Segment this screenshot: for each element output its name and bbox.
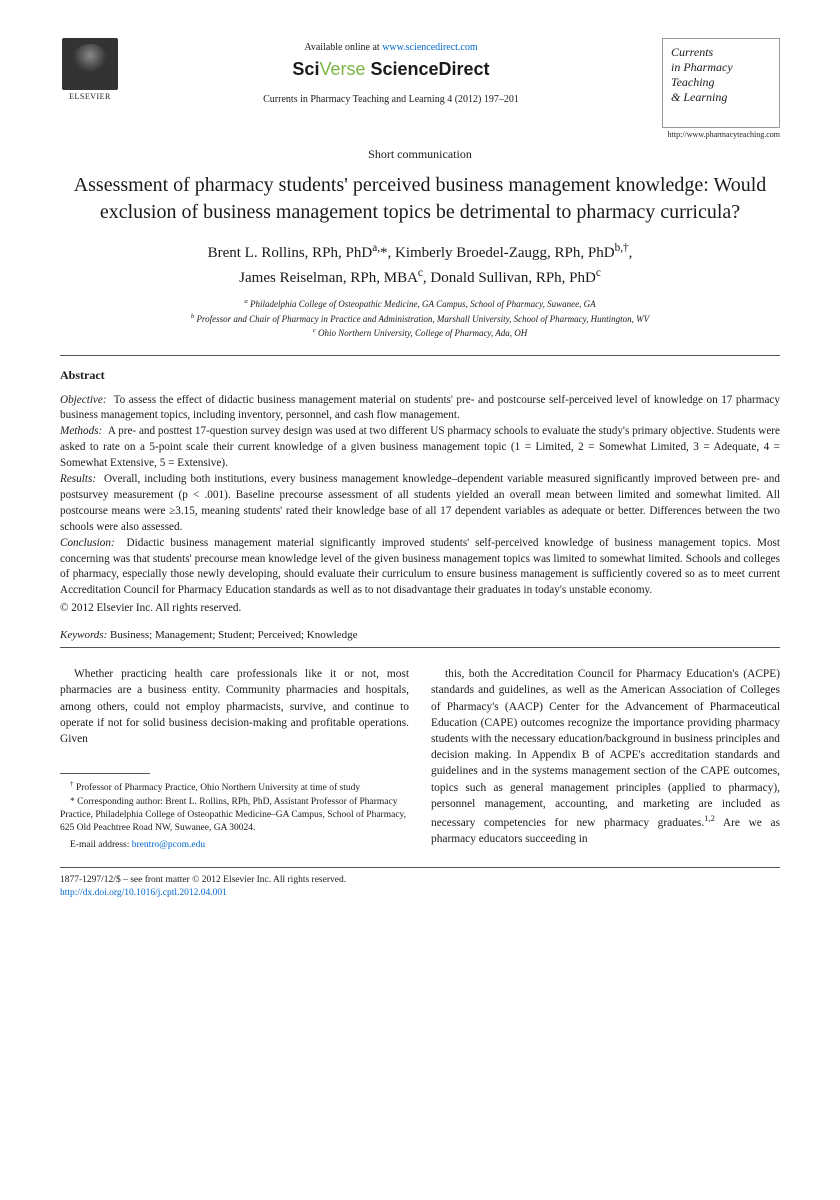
elsevier-tree-icon [62, 38, 118, 90]
results-label: Results: [60, 473, 96, 485]
footer: 1877-1297/12/$ – see front matter © 2012… [60, 874, 780, 901]
journal-box-line: & Learning [671, 90, 771, 105]
abstract-conclusion: Conclusion: Didactic business management… [60, 536, 780, 600]
author-email-link[interactable]: brentro@pcom.edu [132, 840, 205, 850]
doi-link[interactable]: http://dx.doi.org/10.1016/j.cptl.2012.04… [60, 888, 227, 898]
body-column-left: Whether practicing health care professio… [60, 666, 409, 853]
keywords-label: Keywords: [60, 629, 107, 641]
journal-box-line: Currents [671, 45, 771, 60]
authors: Brent L. Rollins, RPh, PhDa,*, Kimberly … [60, 240, 780, 289]
affiliation-c: c Ohio Northern University, College of P… [60, 326, 780, 341]
footnotes-divider [60, 773, 150, 774]
footnote-corresponding: * Corresponding author: Brent L. Rollins… [60, 796, 409, 836]
copyright-line: © 2012 Elsevier Inc. All rights reserved… [60, 601, 780, 617]
conclusion-text: Didactic business management material si… [60, 537, 780, 597]
journal-cover-block: Currents in Pharmacy Teaching & Learning… [662, 38, 780, 139]
abstract-body: Objective: To assess the effect of didac… [60, 393, 780, 618]
brand-sci: Sci [292, 59, 319, 79]
body-paragraph: this, both the Accreditation Council for… [431, 666, 780, 847]
body-text: this, both the Accreditation Council for… [431, 668, 780, 828]
brand-sciencedirect: ScienceDirect [365, 59, 489, 79]
methods-label: Methods: [60, 425, 102, 437]
methods-text: A pre- and posttest 17-question survey d… [60, 425, 780, 469]
citation-refs: 1,2 [704, 813, 715, 823]
footnotes: † Professor of Pharmacy Practice, Ohio N… [60, 780, 409, 853]
footer-divider [60, 867, 780, 868]
elsevier-label: ELSEVIER [69, 92, 111, 101]
affiliation-text: Philadelphia College of Osteopathic Medi… [250, 299, 596, 309]
header-center: Available online at www.sciencedirect.co… [120, 38, 662, 105]
affiliation-b: b Professor and Chair of Pharmacy in Pra… [60, 312, 780, 327]
abstract-heading: Abstract [60, 368, 780, 383]
keywords: Keywords: Business; Management; Student;… [60, 629, 780, 641]
journal-homepage-url: http://www.pharmacyteaching.com [662, 130, 780, 139]
email-label: E-mail address: [70, 840, 132, 850]
journal-cover: Currents in Pharmacy Teaching & Learning [662, 38, 780, 128]
body-columns: Whether practicing health care professio… [60, 666, 780, 853]
sciencedirect-link[interactable]: www.sciencedirect.com [382, 42, 477, 53]
affiliations: a Philadelphia College of Osteopathic Me… [60, 297, 780, 341]
body-column-right: this, both the Accreditation Council for… [431, 666, 780, 853]
publisher-logo-block: ELSEVIER [60, 38, 120, 106]
footnote-dagger: † Professor of Pharmacy Practice, Ohio N… [60, 780, 409, 795]
available-online: Available online at www.sciencedirect.co… [120, 42, 662, 53]
footnote-email: E-mail address: brentro@pcom.edu [60, 839, 409, 852]
body-paragraph: Whether practicing health care professio… [60, 666, 409, 747]
footnote-text: Corresponding author: Brent L. Rollins, … [60, 797, 406, 834]
affiliation-a: a Philadelphia College of Osteopathic Me… [60, 297, 780, 312]
abstract-results: Results: Overall, including both institu… [60, 472, 780, 536]
article-type: Short communication [60, 147, 780, 162]
abstract-objective: Objective: To assess the effect of didac… [60, 393, 780, 425]
footnote-text: Professor of Pharmacy Practice, Ohio Nor… [76, 783, 360, 793]
abstract-methods: Methods: A pre- and posttest 17-question… [60, 424, 780, 472]
platform-brand: SciVerse ScienceDirect [120, 59, 662, 80]
journal-citation: Currents in Pharmacy Teaching and Learni… [120, 94, 662, 105]
header: ELSEVIER Available online at www.science… [60, 38, 780, 139]
available-text: Available online at [304, 42, 382, 53]
journal-box-line: Teaching [671, 75, 771, 90]
footer-copyright: 1877-1297/12/$ – see front matter © 2012… [60, 874, 780, 887]
affiliation-text: Professor and Chair of Pharmacy in Pract… [196, 314, 649, 324]
affiliation-text: Ohio Northern University, College of Pha… [318, 328, 527, 338]
objective-text: To assess the effect of didactic busines… [60, 394, 780, 422]
article-title: Assessment of pharmacy students' perceiv… [60, 172, 780, 226]
objective-label: Objective: [60, 394, 107, 406]
results-text: Overall, including both institutions, ev… [60, 473, 780, 533]
keywords-text: Business; Management; Student; Perceived… [110, 629, 357, 641]
journal-box-line: in Pharmacy [671, 60, 771, 75]
divider [60, 647, 780, 648]
divider [60, 355, 780, 356]
brand-verse: Verse [319, 59, 365, 79]
elsevier-logo: ELSEVIER [60, 38, 120, 106]
conclusion-label: Conclusion: [60, 537, 115, 549]
